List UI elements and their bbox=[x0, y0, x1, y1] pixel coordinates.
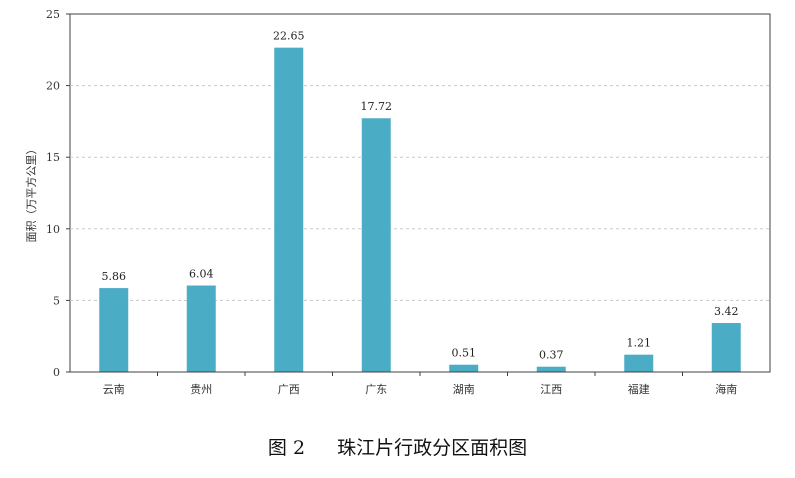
y-tick-label: 10 bbox=[46, 223, 60, 236]
bar-6 bbox=[536, 366, 566, 372]
data-label: 17.72 bbox=[361, 100, 393, 113]
y-axis-ticks: 0 5 10 15 20 25 bbox=[46, 8, 70, 379]
bar-7 bbox=[624, 354, 654, 372]
x-tick-label: 广东 bbox=[365, 383, 387, 396]
x-tick-label: 湖南 bbox=[453, 383, 475, 396]
data-label: 22.65 bbox=[273, 30, 305, 43]
figure-caption: 图 2 珠江片行政分区面积图 bbox=[0, 433, 795, 460]
x-tick-label: 江西 bbox=[540, 383, 562, 396]
x-tick-label: 贵州 bbox=[190, 383, 212, 396]
data-label: 0.37 bbox=[539, 349, 564, 362]
y-tick-label: 20 bbox=[46, 80, 60, 93]
bar-chart: 5.86 6.04 22.65 17.72 0.51 0.37 1.21 3.42 0 5 10 1… bbox=[24, 8, 771, 396]
y-axis-label: 面积（万平方公里） bbox=[24, 144, 38, 243]
x-tick-label: 福建 bbox=[628, 382, 650, 396]
x-axis-ticks: 云南 贵州 广西 广东 湖南 江西 福建 海南 bbox=[103, 372, 737, 396]
x-tick-label: 广西 bbox=[278, 383, 300, 396]
bar-5 bbox=[449, 364, 479, 372]
data-label: 3.42 bbox=[714, 305, 739, 318]
y-tick-label: 0 bbox=[53, 366, 60, 379]
y-tick-label: 25 bbox=[46, 8, 60, 21]
gridlines bbox=[70, 85, 770, 301]
x-tick-label: 云南 bbox=[103, 383, 125, 396]
plot-frame bbox=[69, 13, 771, 373]
bar-4 bbox=[361, 118, 391, 372]
y-tick-label: 15 bbox=[46, 151, 60, 164]
data-label: 5.86 bbox=[102, 270, 127, 283]
figure-title: 珠江片行政分区面积图 bbox=[337, 437, 528, 459]
bar-1 bbox=[99, 288, 129, 372]
data-label: 6.04 bbox=[189, 268, 214, 281]
bar-2 bbox=[186, 285, 216, 372]
data-label: 1.21 bbox=[627, 337, 652, 350]
data-labels: 5.86 6.04 22.65 17.72 0.51 0.37 1.21 3.42 bbox=[102, 30, 739, 362]
bar-8 bbox=[711, 323, 741, 372]
y-tick-label: 5 bbox=[53, 294, 60, 307]
x-tick-label: 海南 bbox=[715, 382, 737, 396]
bar-3 bbox=[274, 47, 304, 372]
data-label: 0.51 bbox=[452, 347, 477, 360]
figure-number: 图 2 bbox=[267, 437, 306, 459]
bars bbox=[99, 47, 741, 372]
